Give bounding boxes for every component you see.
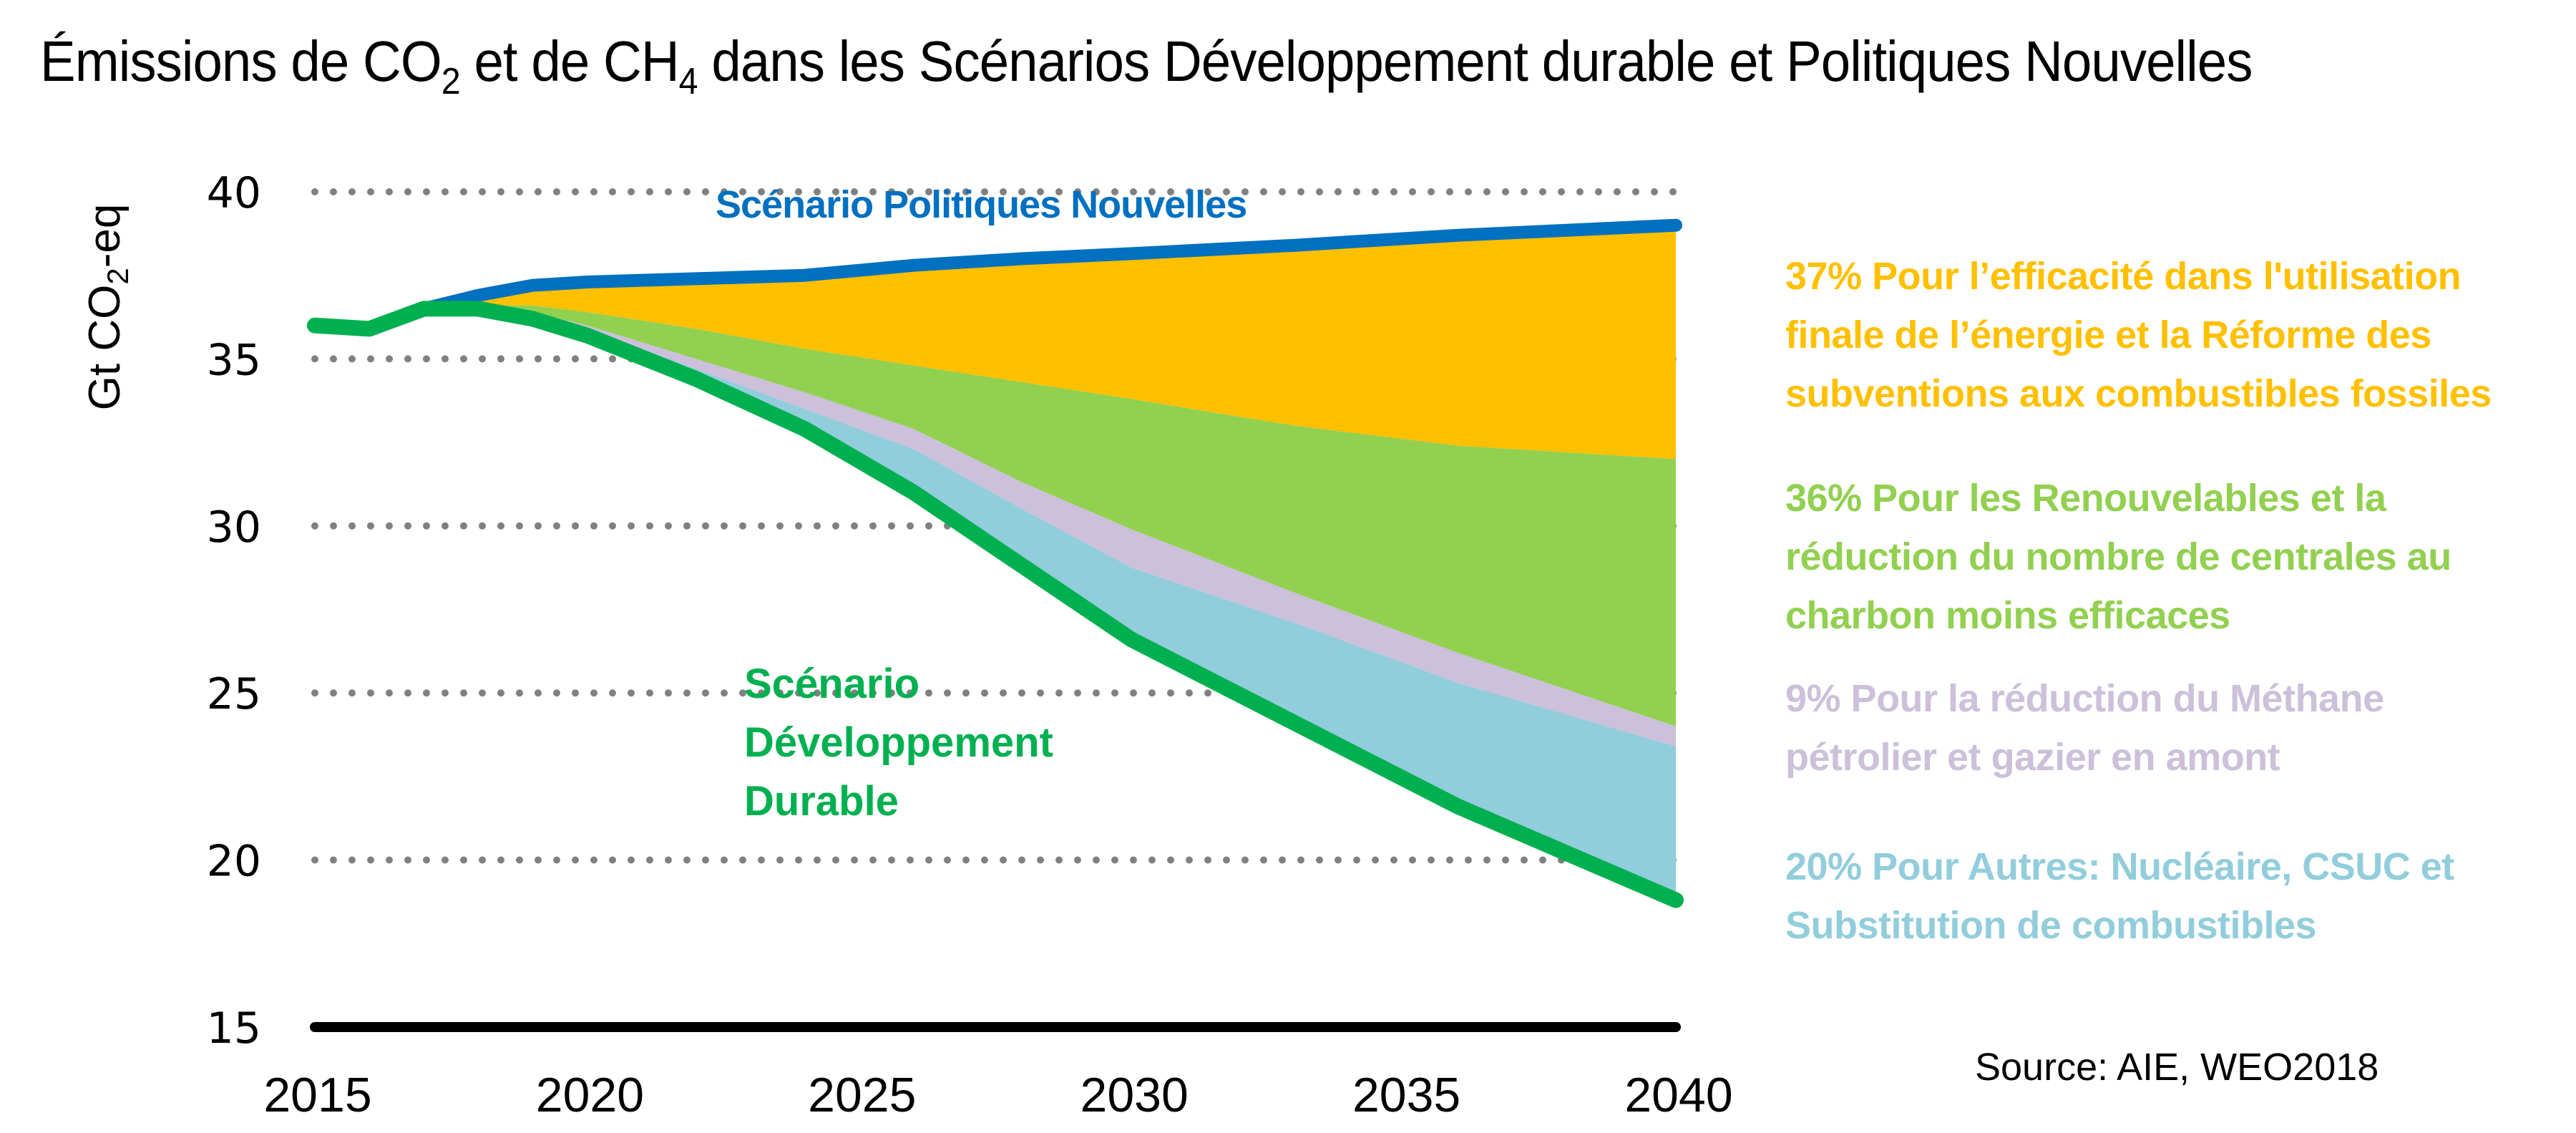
legend-line: 20% Pour Autres: Nucléaire, CSUC et <box>1785 845 2454 888</box>
x-tick-label: 2030 <box>1080 1068 1189 1122</box>
y-tick-labels: 15 20 25 30 35 40 <box>207 168 261 1054</box>
legend-other: 20% Pour Autres: Nucléaire, CSUC et Subs… <box>1785 837 2454 955</box>
x-tick-label: 2020 <box>536 1068 644 1122</box>
sds-label-line: Développement <box>744 719 1053 766</box>
sds-label-line: Durable <box>744 778 899 825</box>
legend-line: 37% Pour l’efficacité dans l'utilisation <box>1785 255 2462 298</box>
x-tick-label: 2015 <box>263 1068 371 1122</box>
title-subscript: 2 <box>441 61 461 102</box>
x-tick-labels: 2015 2020 2025 2030 2035 2040 <box>263 1068 1732 1122</box>
legend-efficiency: 37% Pour l’efficacité dans l'utilisation… <box>1785 247 2492 423</box>
legend-line: finale de l’énergie et la Réforme des <box>1785 313 2431 356</box>
title-part: Émissions de CO <box>40 29 442 93</box>
nps-scenario-label: Scénario Politiques Nouvelles <box>716 183 1247 226</box>
x-tick-label: 2025 <box>808 1068 916 1122</box>
legend-line: réduction du nombre de centrales au <box>1785 535 2451 578</box>
legend-line: Substitution de combustibles <box>1785 904 2317 947</box>
band-2 <box>315 308 1676 747</box>
y-tick-label: 15 <box>207 1003 261 1054</box>
title-part: dans les Scénarios Développement durable… <box>697 29 2253 93</box>
y-tick-label: 20 <box>207 837 261 887</box>
y-tick-label: 30 <box>207 502 261 553</box>
source-note: Source: AIE, WEO2018 <box>1975 1046 2379 1089</box>
legend-line: 9% Pour la réduction du Méthane <box>1785 677 2384 720</box>
x-tick-label: 2040 <box>1624 1068 1732 1122</box>
sds-scenario-label: Scénario Développement Durable <box>744 655 1053 831</box>
series-lines <box>307 218 1684 908</box>
sds-label-line: Scénario <box>744 661 919 707</box>
title-subscript: 4 <box>678 61 698 102</box>
legend-line: 36% Pour les Renouvelables et la <box>1785 477 2386 520</box>
legend-methane: 9% Pour la réduction du Méthane pétrolie… <box>1785 669 2384 787</box>
band-1 <box>315 305 1676 726</box>
sds-line <box>307 301 1684 908</box>
legend-line: pétrolier et gazier en amont <box>1785 736 2280 779</box>
legend-renewables: 36% Pour les Renouvelables et la réducti… <box>1785 469 2451 645</box>
x-tick-label: 2035 <box>1352 1068 1460 1122</box>
legend-line: subventions aux combustibles fossiles <box>1785 372 2492 415</box>
chart-title: Émissions de CO2 et de CH4 dans les Scén… <box>40 29 2253 103</box>
legend-line: charbon moins efficaces <box>1785 594 2230 637</box>
y-tick-label: 40 <box>207 168 261 218</box>
y-tick-label: 25 <box>207 669 261 719</box>
y-tick-label: 35 <box>207 335 261 385</box>
title-part: et de CH <box>459 29 679 93</box>
